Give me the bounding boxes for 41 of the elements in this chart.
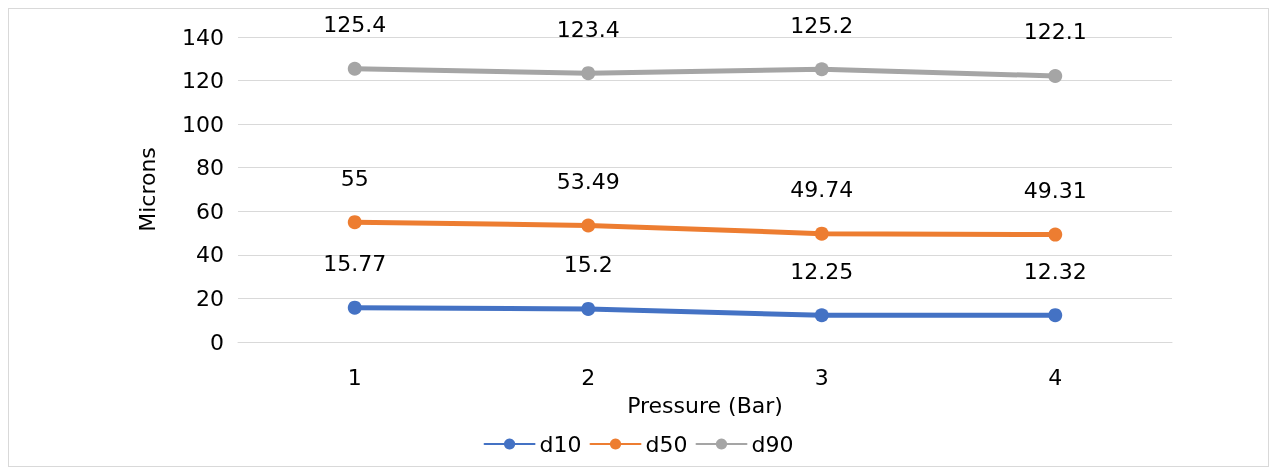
legend-label: d90	[751, 431, 794, 457]
point	[581, 218, 596, 233]
legend-label: d50	[645, 431, 688, 457]
x-tick-label: 1	[347, 364, 362, 390]
point	[814, 62, 829, 77]
x-tick-label: 4	[1048, 364, 1063, 390]
x-tick-label: 2	[581, 364, 596, 390]
y-tick-label: 40	[196, 242, 224, 268]
data-label: 53.49	[556, 168, 620, 194]
data-label: 15.77	[323, 251, 387, 277]
data-label: 125.2	[790, 12, 854, 38]
y-tick-label: 120	[182, 68, 224, 94]
point	[347, 215, 362, 230]
point	[347, 300, 362, 315]
data-label: 123.4	[556, 16, 620, 42]
y-tick-label: 80	[196, 155, 224, 181]
y-axis-title: Microns	[134, 147, 160, 232]
point	[814, 308, 829, 323]
data-label: 49.74	[790, 177, 854, 203]
point	[347, 61, 362, 76]
y-tick-label: 60	[196, 198, 224, 224]
y-tick-label: 20	[196, 285, 224, 311]
point	[1048, 227, 1063, 242]
x-tick-label: 3	[814, 364, 829, 390]
y-tick-label: 140	[182, 24, 224, 50]
data-label: 15.2	[563, 252, 613, 278]
data-label: 125.4	[323, 12, 387, 38]
point	[581, 66, 596, 81]
data-label: 12.25	[790, 258, 854, 284]
data-label: 49.31	[1023, 178, 1087, 204]
data-label: 122.1	[1023, 19, 1087, 45]
legend-label: d10	[539, 431, 582, 457]
data-label: 12.32	[1023, 258, 1087, 284]
x-axis-title: Pressure (Bar)	[627, 392, 783, 418]
point	[581, 301, 596, 316]
y-tick-label: 0	[210, 329, 224, 355]
data-label: 55	[340, 165, 369, 191]
point	[1048, 308, 1063, 323]
point	[1048, 69, 1063, 83]
y-tick-label: 100	[182, 111, 224, 137]
point	[814, 226, 829, 241]
